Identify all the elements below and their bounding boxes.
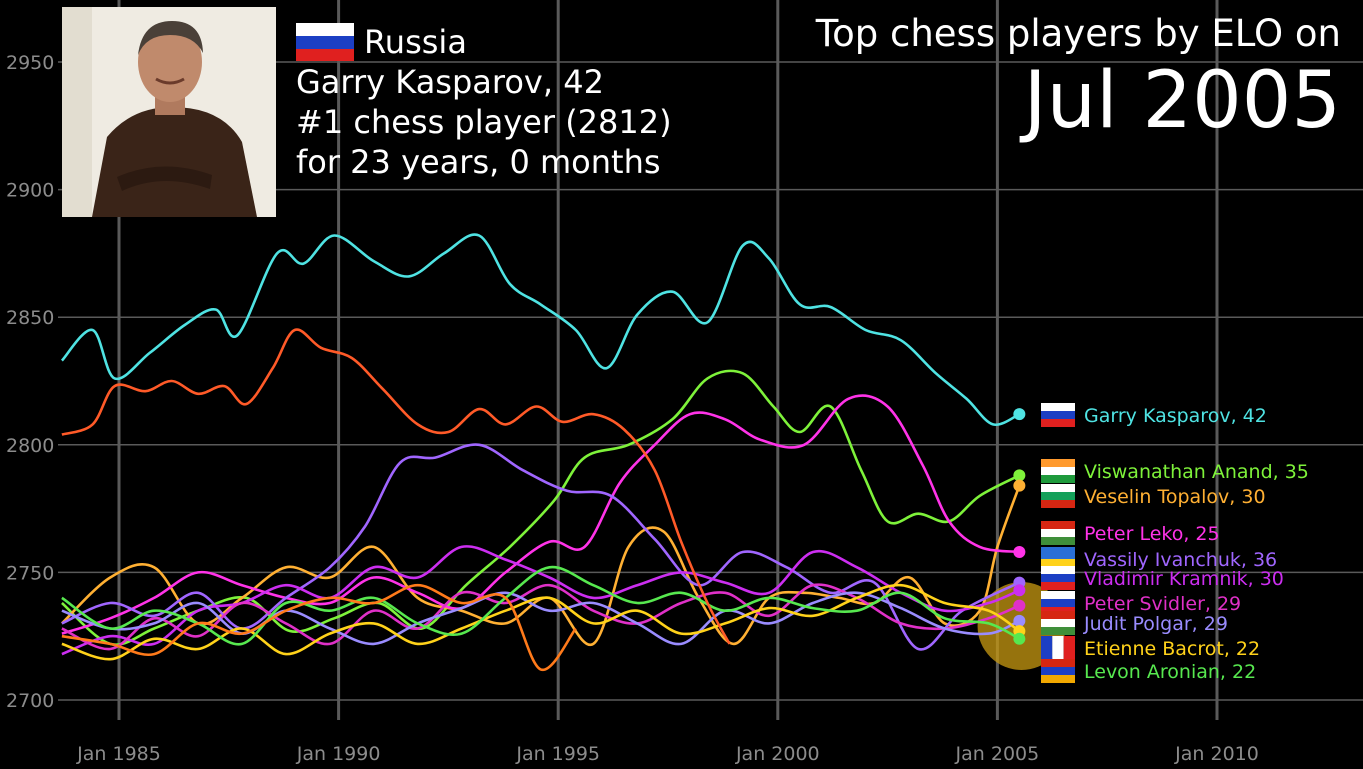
series-line — [61, 443, 1020, 651]
series-line — [61, 485, 1021, 647]
title-text: Top chess players by ELO on — [815, 12, 1341, 55]
y-tick-label: 2750 — [6, 562, 54, 584]
russia-flag-icon — [296, 23, 354, 61]
x-axis-ticks: Jan 1985 Jan 1990 Jan 1995 Jan 2000 Jan 2005… — [76, 743, 1259, 765]
series-label: Judit Polgar, 29 — [1083, 613, 1228, 635]
in-flag-icon — [1041, 459, 1075, 483]
y-tick-label: 2800 — [6, 435, 54, 457]
series-label: Vassily Ivanchuk, 36 — [1084, 549, 1277, 571]
series-line — [61, 545, 1020, 656]
x-tick-label: Jan 2000 — [735, 743, 820, 765]
series-label: Peter Leko, 25 — [1084, 523, 1220, 545]
hu-flag-icon — [1041, 521, 1075, 545]
player-info: Russia Garry Kasparov, 42 #1 chess playe… — [296, 22, 672, 182]
series-label: Vladimir Kramnik, 30 — [1084, 568, 1284, 590]
series-label: Garry Kasparov, 42 — [1084, 405, 1267, 427]
x-tick-label: Jan 1985 — [76, 743, 161, 765]
title-date: Jul 2005 — [1023, 56, 1341, 146]
player-portrait-icon — [62, 7, 276, 217]
hu-flag-icon — [1041, 611, 1075, 635]
series-line — [61, 583, 577, 671]
series-label: Viswanathan Anand, 35 — [1084, 461, 1309, 483]
series-line — [60, 233, 1020, 427]
y-tick-label: 2850 — [6, 307, 54, 329]
series-line — [61, 565, 1021, 646]
series-endpoint — [1013, 614, 1026, 627]
player-photo — [62, 7, 276, 217]
series-endpoint — [1013, 479, 1026, 492]
series-lines — [60, 233, 1026, 671]
series-endpoint — [1013, 408, 1026, 421]
series-endpoint — [1013, 632, 1026, 645]
bg-flag-icon — [1041, 484, 1075, 508]
series-line — [61, 591, 1020, 646]
player-duration: for 23 years, 0 months — [296, 143, 661, 181]
am-flag-icon — [1041, 659, 1075, 683]
x-tick-label: Jan 1990 — [296, 743, 381, 765]
ru-flag-icon — [1041, 403, 1075, 427]
x-tick-label: Jan 1995 — [515, 743, 600, 765]
player-name-age: Garry Kasparov, 42 — [296, 63, 604, 101]
series-label: Peter Svidler, 29 — [1084, 593, 1241, 615]
series-endpoint — [1013, 545, 1026, 558]
y-tick-label: 2950 — [6, 52, 54, 74]
y-axis-ticks: 2700 2750 2800 2850 2900 2950 — [6, 52, 54, 712]
fr-flag-icon — [1041, 636, 1075, 660]
series-label: Veselin Topalov, 30 — [1084, 486, 1266, 508]
series-line — [61, 328, 731, 645]
series-line — [61, 394, 1020, 635]
series-endpoint — [1013, 599, 1026, 612]
ru-flag-icon — [1041, 566, 1075, 590]
player-rank: #1 chess player (2812) — [296, 103, 672, 141]
series-endpoint — [1013, 469, 1026, 482]
y-tick-label: 2900 — [6, 180, 54, 202]
series-labels: Garry Kasparov, 42 Viswanathan Anand, 35 V… — [1041, 403, 1309, 683]
y-tick-label: 2700 — [6, 690, 54, 712]
series-endpoint — [1013, 584, 1026, 597]
series-label: Etienne Bacrot, 22 — [1084, 638, 1260, 660]
series-label: Levon Aronian, 22 — [1084, 661, 1256, 683]
chart-title: Top chess players by ELO on Jul 2005 — [816, 12, 1341, 146]
country-name: Russia — [364, 23, 467, 61]
x-tick-label: Jan 2005 — [955, 743, 1040, 765]
x-tick-label: Jan 2010 — [1174, 743, 1259, 765]
series-line — [61, 583, 1020, 651]
country-line: Russia — [296, 22, 672, 62]
series-line — [61, 369, 1020, 646]
